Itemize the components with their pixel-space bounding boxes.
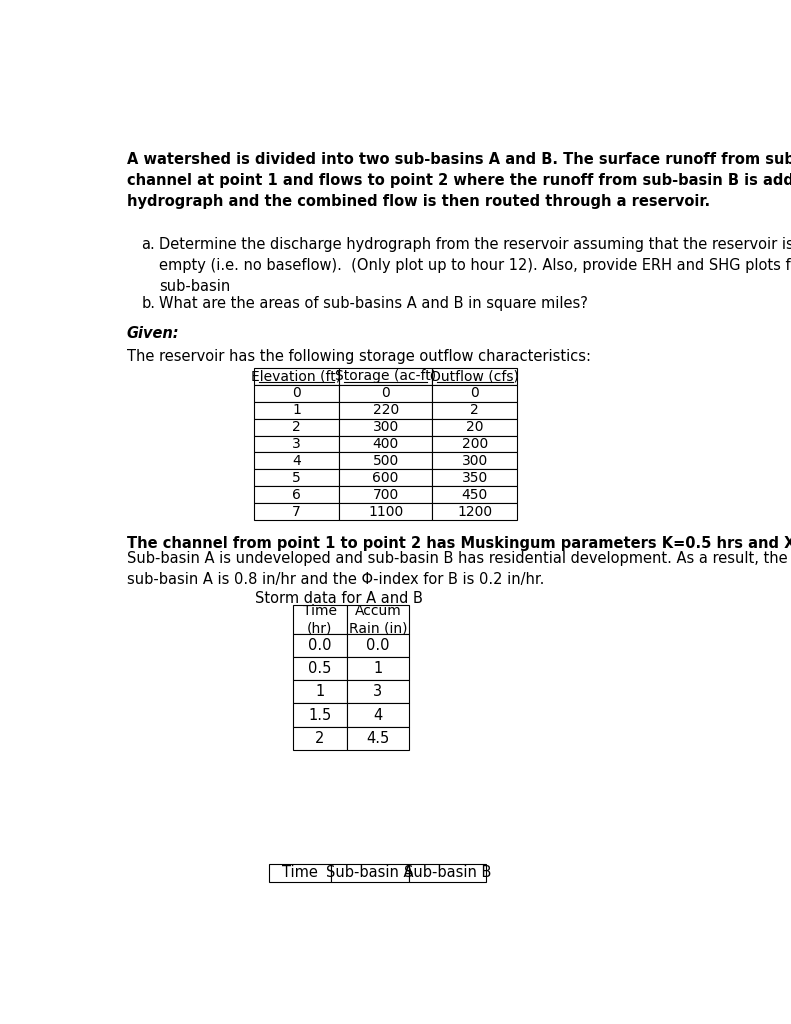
Text: Outflow (cfs): Outflow (cfs) bbox=[430, 370, 519, 383]
Bar bbox=[254, 385, 339, 401]
Text: b.: b. bbox=[142, 296, 156, 311]
Bar bbox=[432, 453, 517, 469]
Bar bbox=[293, 657, 347, 680]
Text: 1200: 1200 bbox=[457, 505, 492, 519]
Text: 1: 1 bbox=[315, 684, 324, 699]
Text: 0.0: 0.0 bbox=[366, 638, 390, 653]
Text: Sub-basin A: Sub-basin A bbox=[327, 865, 414, 881]
Text: What are the areas of sub-basins A and B in square miles?: What are the areas of sub-basins A and B… bbox=[159, 296, 589, 311]
Bar bbox=[293, 703, 347, 727]
Bar bbox=[347, 703, 409, 727]
Bar bbox=[432, 401, 517, 419]
Bar bbox=[339, 469, 432, 486]
Text: 400: 400 bbox=[373, 437, 399, 451]
Text: 5: 5 bbox=[292, 471, 301, 484]
Bar bbox=[254, 469, 339, 486]
Bar bbox=[339, 368, 432, 385]
Bar bbox=[339, 401, 432, 419]
Bar bbox=[432, 419, 517, 435]
Bar bbox=[339, 453, 432, 469]
Bar bbox=[339, 486, 432, 503]
Text: Storm data for A and B: Storm data for A and B bbox=[255, 591, 423, 606]
Text: A watershed is divided into two sub-basins A and B. The surface runoff from sub-: A watershed is divided into two sub-basi… bbox=[127, 153, 791, 209]
Bar bbox=[347, 605, 409, 634]
Bar bbox=[293, 727, 347, 750]
Text: 6: 6 bbox=[292, 487, 301, 502]
Text: 0: 0 bbox=[381, 386, 390, 400]
Text: 1.5: 1.5 bbox=[308, 708, 331, 723]
Text: 220: 220 bbox=[373, 403, 399, 417]
Text: 1100: 1100 bbox=[368, 505, 403, 519]
Bar bbox=[293, 680, 347, 703]
Text: 2: 2 bbox=[471, 403, 479, 417]
Bar bbox=[254, 435, 339, 453]
Text: The reservoir has the following storage outflow characteristics:: The reservoir has the following storage … bbox=[127, 349, 591, 365]
Bar bbox=[347, 657, 409, 680]
Bar bbox=[347, 634, 409, 657]
Text: Accum
Rain (in): Accum Rain (in) bbox=[349, 604, 407, 635]
Text: 200: 200 bbox=[462, 437, 488, 451]
Bar bbox=[432, 503, 517, 520]
Text: 20: 20 bbox=[466, 420, 483, 434]
Bar bbox=[254, 453, 339, 469]
Text: 600: 600 bbox=[373, 471, 399, 484]
Bar bbox=[409, 863, 486, 882]
Bar bbox=[254, 401, 339, 419]
Text: Elevation (ft): Elevation (ft) bbox=[252, 370, 342, 383]
Bar bbox=[293, 605, 347, 634]
Bar bbox=[432, 385, 517, 401]
Bar bbox=[339, 419, 432, 435]
Text: a.: a. bbox=[142, 237, 155, 252]
Text: Storage (ac-ft): Storage (ac-ft) bbox=[335, 370, 436, 383]
Bar bbox=[347, 680, 409, 703]
Bar bbox=[347, 727, 409, 750]
Text: Time
(hr): Time (hr) bbox=[303, 604, 337, 635]
Text: The channel from point 1 to point 2 has Muskingum parameters K=0.5 hrs and X=0.2: The channel from point 1 to point 2 has … bbox=[127, 536, 791, 551]
Bar bbox=[254, 419, 339, 435]
Text: 2: 2 bbox=[315, 730, 324, 745]
Text: Time: Time bbox=[282, 865, 318, 881]
Text: 3: 3 bbox=[292, 437, 301, 451]
Text: 4.5: 4.5 bbox=[366, 730, 389, 745]
Bar bbox=[339, 503, 432, 520]
Text: 300: 300 bbox=[373, 420, 399, 434]
Text: Determine the discharge hydrograph from the reservoir assuming that the reservoi: Determine the discharge hydrograph from … bbox=[159, 237, 791, 294]
Bar bbox=[432, 368, 517, 385]
Text: 450: 450 bbox=[462, 487, 488, 502]
Text: 300: 300 bbox=[462, 454, 488, 468]
Bar bbox=[331, 863, 409, 882]
Text: 350: 350 bbox=[462, 471, 488, 484]
Text: 3: 3 bbox=[373, 684, 382, 699]
Bar bbox=[293, 634, 347, 657]
Bar bbox=[254, 368, 339, 385]
Text: 500: 500 bbox=[373, 454, 399, 468]
Text: 4: 4 bbox=[373, 708, 383, 723]
Bar bbox=[432, 469, 517, 486]
Text: 1: 1 bbox=[292, 403, 301, 417]
Bar bbox=[254, 503, 339, 520]
Bar bbox=[339, 385, 432, 401]
Text: 0.0: 0.0 bbox=[308, 638, 331, 653]
Bar bbox=[432, 435, 517, 453]
Text: Given:: Given: bbox=[127, 327, 180, 341]
Text: 7: 7 bbox=[292, 505, 301, 519]
Bar bbox=[339, 435, 432, 453]
Bar bbox=[270, 863, 331, 882]
Bar bbox=[254, 486, 339, 503]
Text: 4: 4 bbox=[292, 454, 301, 468]
Text: 700: 700 bbox=[373, 487, 399, 502]
Text: 2: 2 bbox=[292, 420, 301, 434]
Bar bbox=[432, 486, 517, 503]
Text: 0: 0 bbox=[292, 386, 301, 400]
Text: 0: 0 bbox=[471, 386, 479, 400]
Text: Sub-basin A is undeveloped and sub-basin B has residential development. As a res: Sub-basin A is undeveloped and sub-basin… bbox=[127, 551, 791, 587]
Text: 0.5: 0.5 bbox=[308, 662, 331, 676]
Text: Sub-basin B: Sub-basin B bbox=[404, 865, 491, 881]
Text: 1: 1 bbox=[373, 662, 383, 676]
